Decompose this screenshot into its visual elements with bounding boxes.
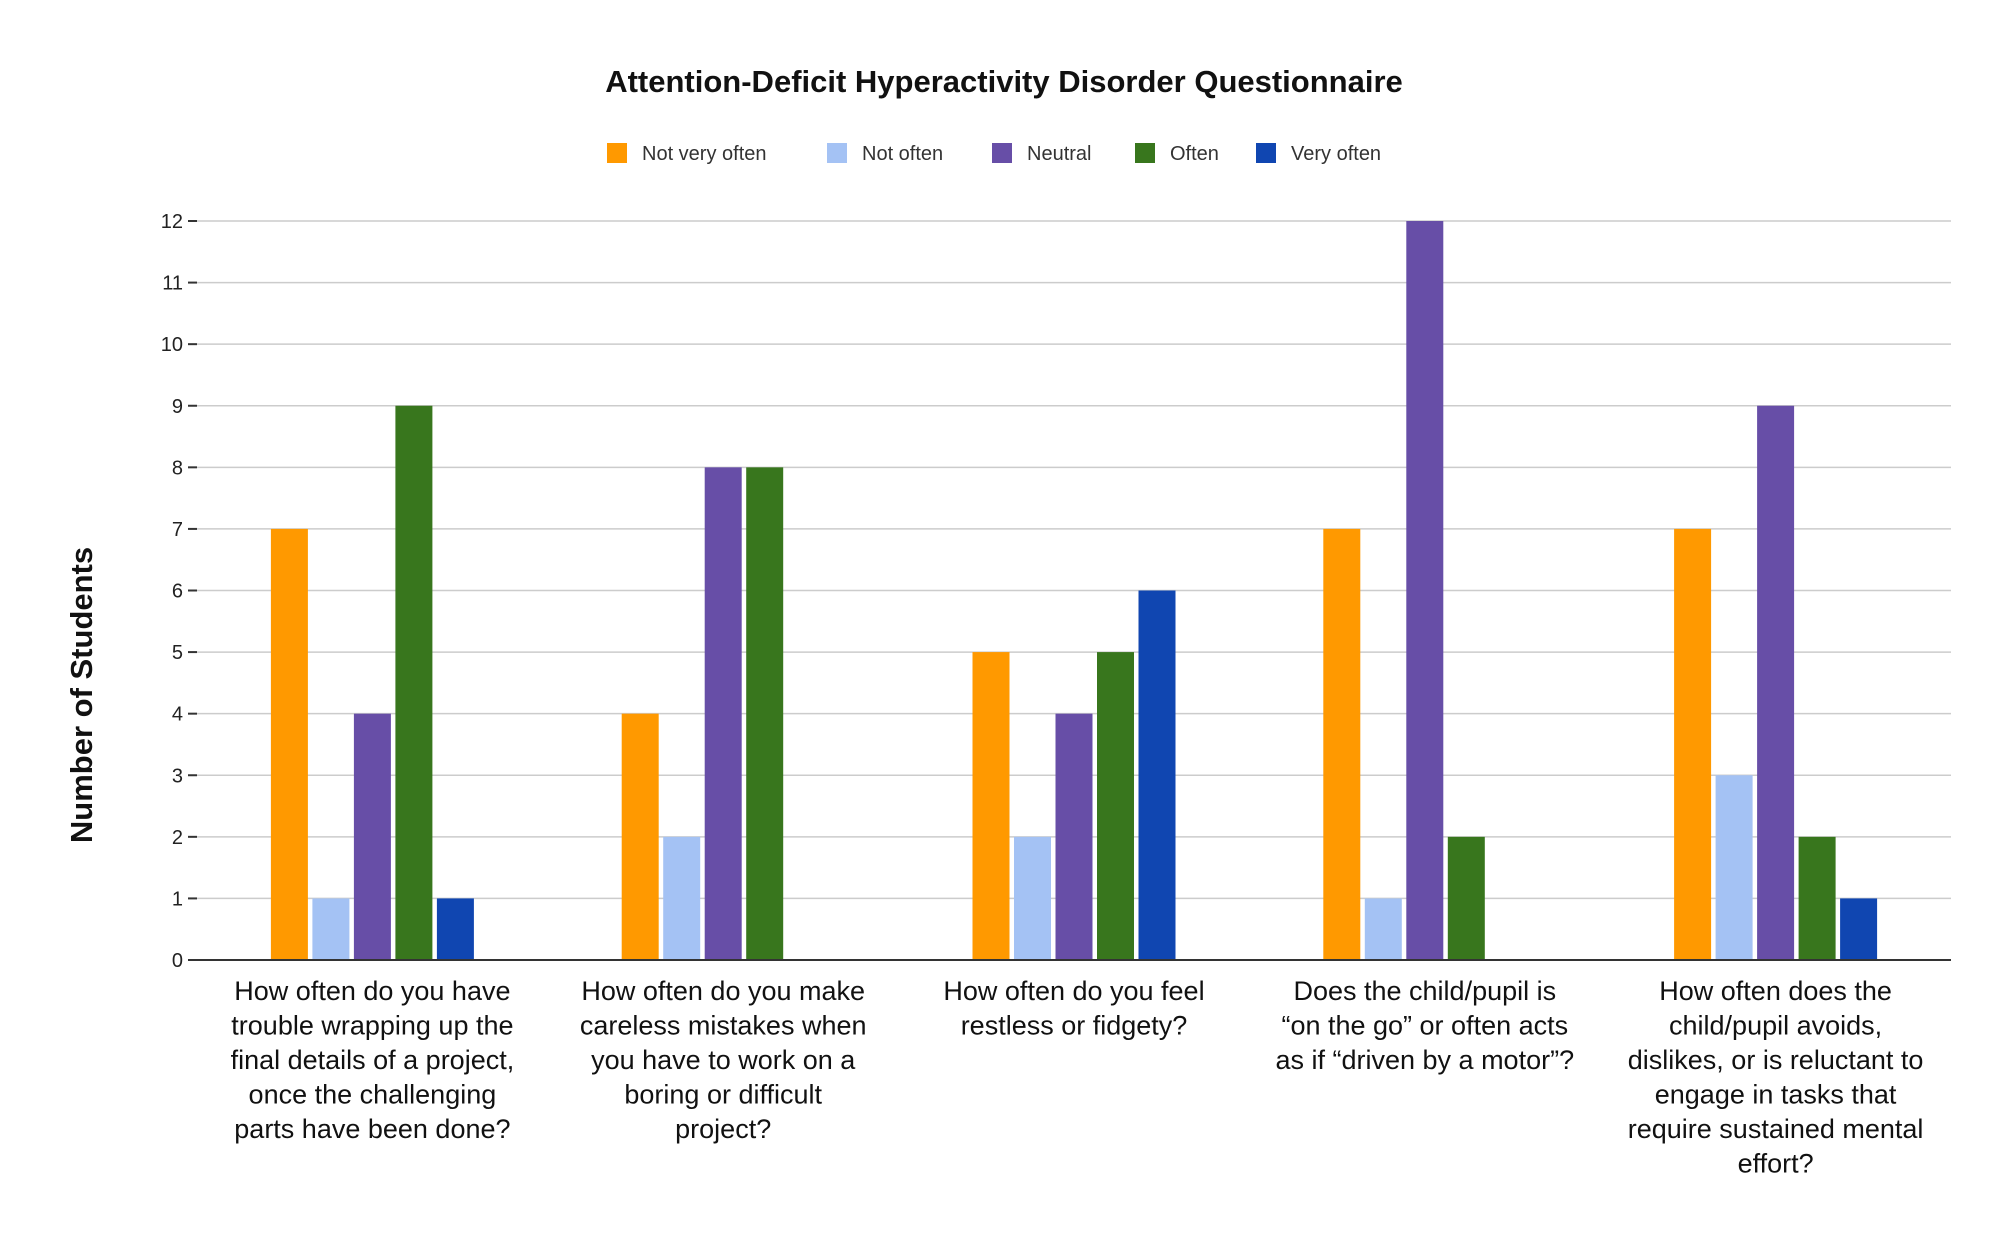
- bar: [1014, 836, 1051, 960]
- bar: [1715, 775, 1753, 960]
- y-axis-label: Number of Students: [64, 547, 99, 843]
- bar: [663, 836, 701, 960]
- category-label-line: require sustained mental: [1628, 1114, 1924, 1144]
- x-axis-labels: How often do you have trouble wrapping up…: [231, 976, 1924, 1179]
- y-tick-label: 1: [172, 888, 183, 910]
- legend-swatch: [992, 143, 1012, 163]
- y-tick-label: 4: [172, 704, 183, 726]
- y-tick-label: 7: [172, 519, 183, 541]
- category-label-line: final details of a project,: [231, 1045, 515, 1075]
- y-tick-label: 8: [172, 457, 183, 479]
- bar: [312, 898, 350, 960]
- category-label-line: careless mistakes when: [580, 1011, 867, 1041]
- bar: [704, 467, 742, 960]
- legend-swatch: [607, 143, 627, 163]
- bar: [436, 898, 474, 960]
- category-label-line: as if “driven by a motor”?: [1275, 1045, 1574, 1075]
- category-label-line: effort?: [1738, 1149, 1814, 1179]
- bar: [1447, 836, 1485, 960]
- y-tick-label: 3: [172, 765, 183, 787]
- bars: [270, 221, 1878, 960]
- legend-label: Often: [1170, 143, 1219, 165]
- legend-label: Not very often: [642, 143, 767, 165]
- legend-label: Very often: [1291, 143, 1381, 165]
- bar: [1323, 528, 1361, 960]
- category-label-line: Does the child/pupil is: [1293, 976, 1556, 1006]
- y-tick-label: 12: [161, 211, 183, 233]
- category-label-line: restless or fidgety?: [961, 1011, 1188, 1041]
- category-label-line: once the challenging: [249, 1080, 497, 1110]
- y-tick-label: 10: [161, 334, 183, 356]
- legend: Not very often Not often Neutral Often Very …: [607, 143, 1381, 165]
- category-label-line: trouble wrapping up the: [231, 1011, 513, 1041]
- bar: [1138, 590, 1176, 960]
- category-label: Does the child/pupil is “on the go” or of…: [1275, 976, 1574, 1075]
- category-label-line: How often do you have: [234, 976, 510, 1006]
- y-tick-label: 11: [162, 273, 183, 295]
- bar: [1055, 713, 1093, 960]
- category-label-line: you have to work on a: [591, 1045, 856, 1075]
- category-label: How often do you have trouble wrapping up…: [231, 976, 515, 1144]
- y-tick-label: 9: [172, 396, 183, 418]
- bar: [746, 467, 784, 960]
- bar: [621, 713, 659, 960]
- category-label: How often does the child/pupil avoids, dis…: [1628, 976, 1924, 1179]
- category-label-line: engage in tasks that: [1655, 1080, 1897, 1110]
- bar: [972, 652, 1010, 960]
- category-label-line: How often do you make: [581, 976, 865, 1006]
- category-label-line: How often does the: [1659, 976, 1892, 1006]
- category-label-line: boring or difficult: [624, 1080, 822, 1110]
- legend-label: Neutral: [1027, 143, 1091, 165]
- y-tick-label: 0: [172, 950, 183, 972]
- legend-label: Not often: [862, 143, 943, 165]
- category-label-line: dislikes, or is reluctant to: [1628, 1045, 1924, 1075]
- category-label: How often do you feel restless or fidgety…: [943, 976, 1204, 1041]
- bar: [1798, 836, 1836, 960]
- bar: [1097, 652, 1134, 960]
- category-label-line: parts have been done?: [234, 1114, 510, 1144]
- chart-title: Attention-Deficit Hyperactivity Disorder…: [605, 64, 1403, 99]
- y-tick-label: 6: [172, 581, 183, 603]
- category-label-line: project?: [675, 1114, 771, 1144]
- category-label: How often do you make careless mistakes w…: [580, 976, 867, 1144]
- bar: [270, 528, 308, 960]
- bar: [1406, 221, 1444, 960]
- bar: [1840, 898, 1878, 960]
- bar: [1674, 528, 1712, 960]
- legend-swatch: [827, 143, 847, 163]
- bar: [353, 713, 391, 960]
- bar: [1757, 405, 1795, 960]
- y-tick-label: 2: [172, 827, 183, 849]
- gridlines: [197, 220, 1951, 900]
- bar: [395, 405, 433, 960]
- category-label-line: child/pupil avoids,: [1669, 1011, 1882, 1041]
- y-tick-label: 5: [172, 642, 183, 664]
- category-label-line: How often do you feel: [943, 976, 1204, 1006]
- legend-swatch: [1135, 143, 1155, 163]
- bar: [1364, 898, 1402, 960]
- category-label-line: “on the go” or often acts: [1281, 1011, 1568, 1041]
- legend-swatch: [1256, 143, 1276, 163]
